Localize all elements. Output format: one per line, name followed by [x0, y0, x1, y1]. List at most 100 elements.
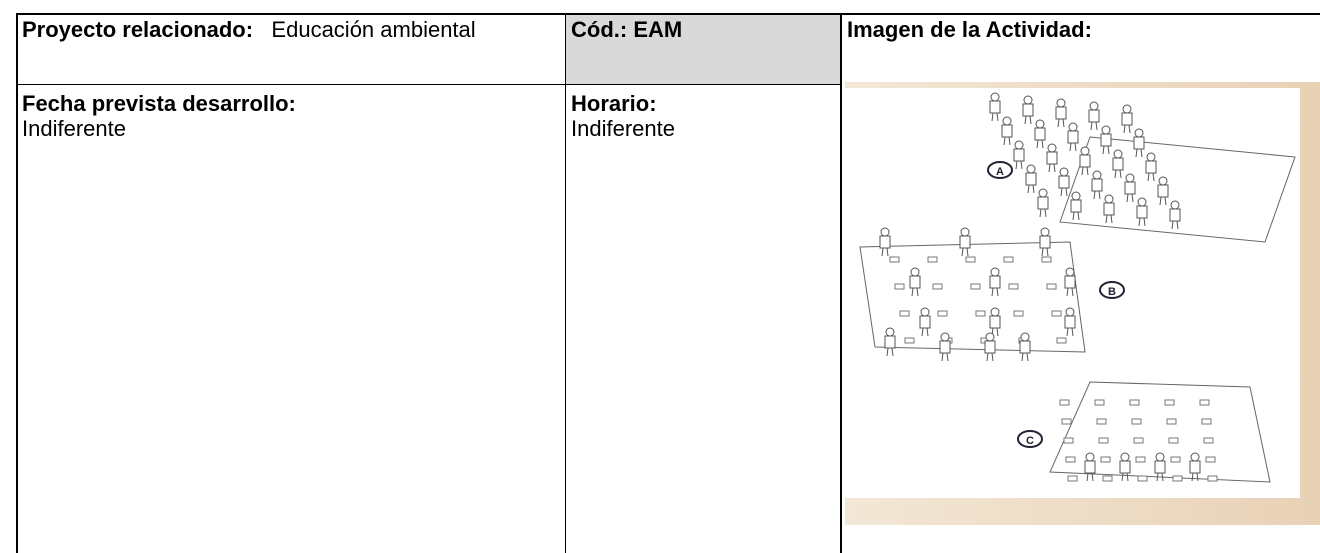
- shape: [932, 283, 943, 290]
- shape: [1026, 164, 1036, 174]
- shape: [1034, 127, 1046, 141]
- shape: [1135, 148, 1138, 158]
- shape: [1135, 456, 1146, 463]
- shape: [989, 315, 1001, 329]
- figure: [1025, 164, 1037, 194]
- shape: [1147, 172, 1150, 182]
- shape: [975, 310, 986, 317]
- value: Educación ambiental: [271, 17, 476, 42]
- shape: [1064, 315, 1076, 329]
- shape: [1019, 340, 1031, 354]
- shape: [1094, 399, 1105, 406]
- figure: [1121, 104, 1133, 134]
- figure: [1154, 452, 1166, 482]
- shape: [990, 92, 1000, 102]
- border: [16, 13, 1320, 15]
- shape: [1003, 136, 1006, 146]
- shape: [996, 327, 999, 337]
- shape: [904, 337, 915, 344]
- shape: [1057, 118, 1060, 128]
- shape: [1026, 352, 1029, 362]
- shape: [1123, 124, 1126, 134]
- shape: [1166, 418, 1177, 425]
- shape: [1035, 119, 1045, 129]
- shape: [1152, 172, 1155, 182]
- shape: [1164, 399, 1175, 406]
- shape: [1196, 472, 1199, 482]
- shape: [1158, 176, 1168, 186]
- figure: [1046, 143, 1058, 173]
- label: Horario:: [571, 91, 657, 116]
- value: Indiferente: [571, 116, 675, 141]
- shape: [1037, 196, 1049, 210]
- shape: [879, 235, 891, 249]
- label: Proyecto relacionado:: [22, 17, 254, 42]
- shape: [1020, 332, 1030, 342]
- shape: [1065, 187, 1068, 197]
- shape: [1041, 139, 1044, 149]
- shape: [1062, 118, 1065, 128]
- shape: [1120, 452, 1130, 462]
- shape: [965, 256, 976, 263]
- shape: [1053, 163, 1056, 173]
- shape: [1041, 247, 1044, 257]
- shape: [959, 235, 971, 249]
- shape: [1065, 267, 1075, 277]
- shape: [991, 287, 994, 297]
- shape: [1176, 220, 1179, 230]
- value: Indiferente: [22, 116, 126, 141]
- shape: [1056, 337, 1067, 344]
- figure: [989, 267, 1001, 297]
- figure: [1022, 95, 1034, 125]
- border: [565, 13, 566, 553]
- figure: [1001, 116, 1013, 146]
- shape: [1100, 133, 1112, 147]
- shape: [1205, 456, 1216, 463]
- shape: [984, 340, 996, 354]
- shape: [946, 352, 949, 362]
- figure: [1084, 452, 1096, 482]
- shape: [1104, 194, 1114, 204]
- cell: Fecha prevista desarrollo: Indiferente: [22, 91, 296, 141]
- shape: [1047, 143, 1057, 153]
- shape: [1136, 205, 1148, 219]
- shape: [911, 287, 914, 297]
- shape: [1161, 472, 1164, 482]
- figure: [1136, 197, 1148, 227]
- figure: [939, 332, 951, 362]
- shape: [1021, 352, 1024, 362]
- shape: [1098, 190, 1101, 200]
- shape: [889, 256, 900, 263]
- shape: [1089, 101, 1099, 111]
- shape: [1061, 418, 1072, 425]
- shape: [1074, 142, 1077, 152]
- figure: [1034, 119, 1046, 149]
- shape: [1029, 115, 1032, 125]
- shape: [1068, 122, 1078, 132]
- shape: [1067, 475, 1078, 482]
- figure: [1039, 227, 1051, 257]
- shape: [1067, 130, 1079, 144]
- shape: [1131, 418, 1142, 425]
- cell-bg: [566, 15, 840, 84]
- figure: [1013, 140, 1025, 170]
- shape: [1039, 208, 1042, 218]
- shape: [1044, 208, 1047, 218]
- shape: [1048, 163, 1051, 173]
- shape: [1013, 148, 1025, 162]
- shape: [1039, 235, 1051, 249]
- shape: [1065, 307, 1075, 317]
- shape: [989, 100, 1001, 114]
- shape: [970, 283, 981, 290]
- shape: [885, 327, 895, 337]
- shape: [990, 307, 1000, 317]
- shape: [1051, 310, 1062, 317]
- shape: [1102, 475, 1113, 482]
- shape: [1060, 187, 1063, 197]
- shape: [961, 247, 964, 257]
- shape: [1079, 154, 1091, 168]
- image-label: A: [996, 166, 1004, 178]
- shape: [941, 352, 944, 362]
- shape: [1020, 160, 1023, 170]
